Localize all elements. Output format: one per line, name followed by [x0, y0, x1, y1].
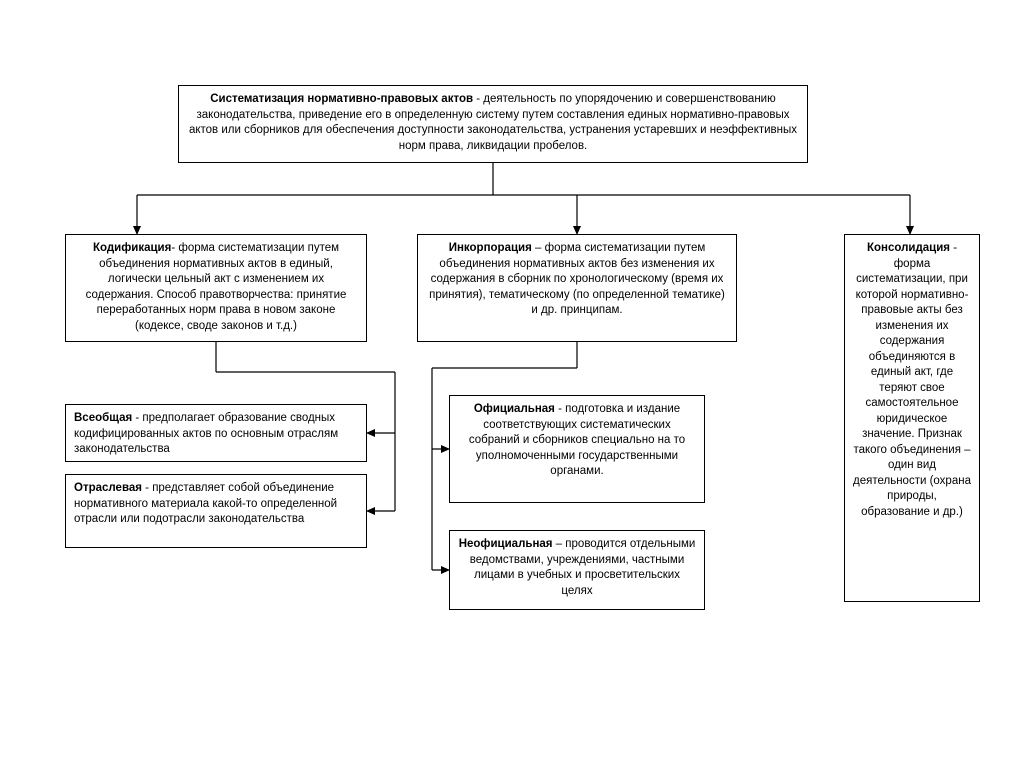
- text-kodif: - форма систематизации путем объединения…: [86, 242, 347, 332]
- box-neofic: Неофициальная – проводится отдельными ве…: [449, 530, 705, 610]
- term-neofic: Неофициальная: [459, 538, 553, 550]
- term-ofic: Официальная: [474, 403, 555, 415]
- term-root: Систематизация нормативно-правовых актов: [210, 93, 473, 105]
- box-root: Систематизация нормативно-правовых актов…: [178, 85, 808, 163]
- term-otrasl: Отраслевая: [74, 482, 142, 494]
- text-konsol: - форма систематизации, при которой норм…: [853, 242, 971, 518]
- box-ofic: Официальная - подготовка и издание соотв…: [449, 395, 705, 503]
- term-kodif: Кодификация: [93, 242, 171, 254]
- term-inkorp: Инкорпорация: [449, 242, 532, 254]
- term-konsol: Консолидация: [867, 242, 950, 254]
- box-vseob: Всеобщая - предполагает образование свод…: [65, 404, 367, 462]
- box-inkorp: Инкорпорация – форма систематизации путе…: [417, 234, 737, 342]
- box-konsol: Консолидация - форма систематизации, при…: [844, 234, 980, 602]
- term-vseob: Всеобщая: [74, 412, 132, 424]
- box-otrasl: Отраслевая - представляет собой объедине…: [65, 474, 367, 548]
- box-kodif: Кодификация- форма систематизации путем …: [65, 234, 367, 342]
